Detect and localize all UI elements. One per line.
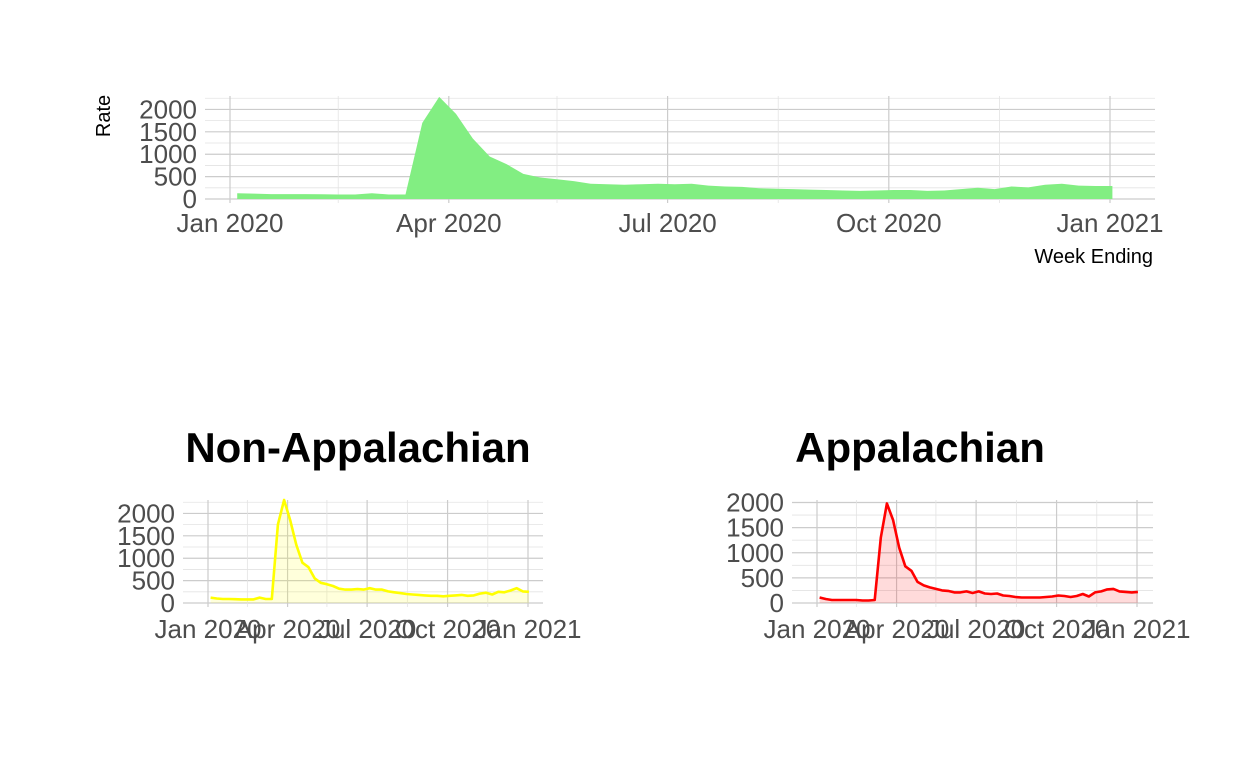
grid bbox=[792, 500, 1153, 607]
x-tick-label: Jan 2020 bbox=[764, 614, 871, 644]
y-tick-label: 500 bbox=[132, 566, 175, 596]
series-area bbox=[819, 503, 1138, 603]
x-tick-label: Jan 2020 bbox=[177, 208, 284, 238]
x-axis: Jan 2020 Apr 2020 Jul 2020 Oct 2020 Jan 2021 bbox=[177, 208, 1164, 238]
x-tick-label: Jul 2020 bbox=[927, 614, 1025, 644]
y-tick-label: 0 bbox=[161, 588, 175, 618]
y-tick-label: 0 bbox=[770, 588, 784, 618]
chart-title: Appalachian bbox=[795, 424, 1045, 471]
y-tick-label: 500 bbox=[741, 563, 784, 593]
series-line bbox=[210, 498, 529, 601]
x-tick-label: Jan 2020 bbox=[155, 614, 262, 644]
y-tick-label: 1000 bbox=[139, 139, 197, 169]
x-tick-label: Jul 2020 bbox=[318, 614, 416, 644]
x-tick-label: Oct 2020 bbox=[1004, 614, 1110, 644]
y-tick-label: 1500 bbox=[726, 513, 784, 543]
x-tick-label: Oct 2020 bbox=[395, 614, 501, 644]
y-tick-label: 500 bbox=[154, 162, 197, 192]
x-tick-label: Apr 2020 bbox=[396, 208, 502, 238]
x-tick-label: Apr 2020 bbox=[844, 614, 950, 644]
x-tick-label: Oct 2020 bbox=[836, 208, 942, 238]
y-tick-label: 2000 bbox=[139, 94, 197, 124]
y-tick-label: 0 bbox=[183, 184, 197, 214]
y-tick-label: 2000 bbox=[726, 488, 784, 518]
y-axis-title: Rate bbox=[93, 95, 115, 137]
y-tick-label: 1500 bbox=[117, 521, 175, 551]
series-area bbox=[210, 500, 529, 603]
series-area bbox=[237, 96, 1113, 199]
series-line bbox=[819, 502, 1139, 602]
grid bbox=[183, 500, 543, 607]
y-tick-label: 1000 bbox=[117, 543, 175, 573]
x-axis-title: Week Ending bbox=[1034, 246, 1153, 268]
x-tick-label: Jan 2021 bbox=[1057, 208, 1164, 238]
x-tick-label: Jul 2020 bbox=[618, 208, 716, 238]
x-tick-label: Jan 2021 bbox=[1084, 614, 1191, 644]
y-tick-label: 2000 bbox=[117, 498, 175, 528]
y-tick-label: 1000 bbox=[726, 538, 784, 568]
x-tick-label: Apr 2020 bbox=[235, 614, 341, 644]
x-tick-label: Jan 2021 bbox=[475, 614, 582, 644]
chart-title: Non-Appalachian bbox=[185, 424, 530, 471]
y-tick-label: 1500 bbox=[139, 117, 197, 147]
